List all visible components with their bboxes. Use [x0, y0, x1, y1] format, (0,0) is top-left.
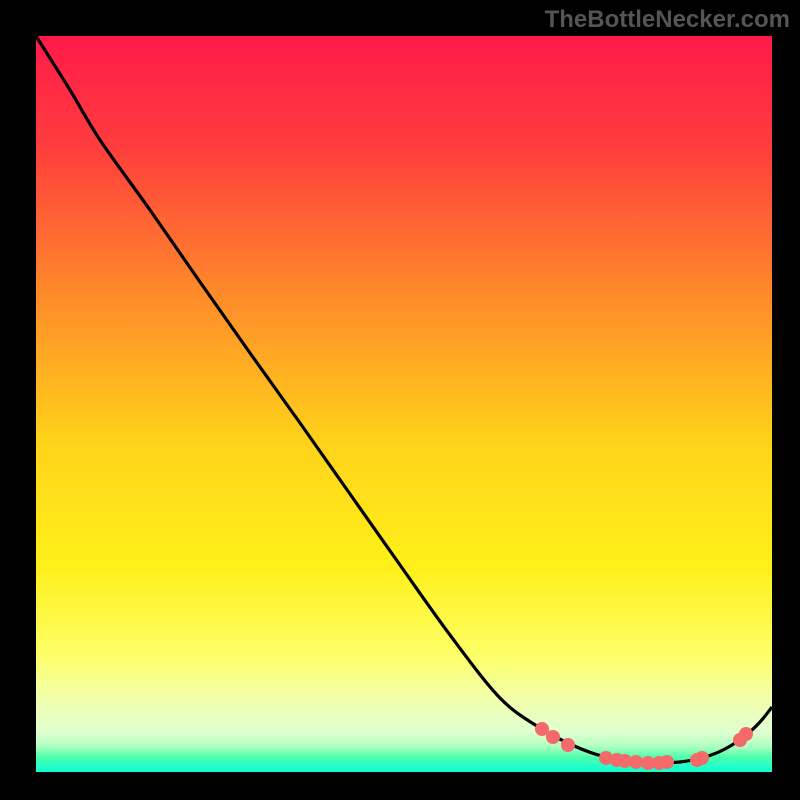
- marker-point: [739, 727, 753, 741]
- marker-point: [660, 755, 674, 769]
- chart-svg: [0, 0, 800, 800]
- marker-point: [561, 738, 575, 752]
- chart-container: TheBottleNecker.com: [0, 0, 800, 800]
- marker-point: [546, 730, 560, 744]
- watermark-text: TheBottleNecker.com: [545, 6, 790, 34]
- marker-point: [629, 755, 643, 769]
- plot-gradient-area: [36, 36, 772, 772]
- marker-point: [695, 751, 709, 765]
